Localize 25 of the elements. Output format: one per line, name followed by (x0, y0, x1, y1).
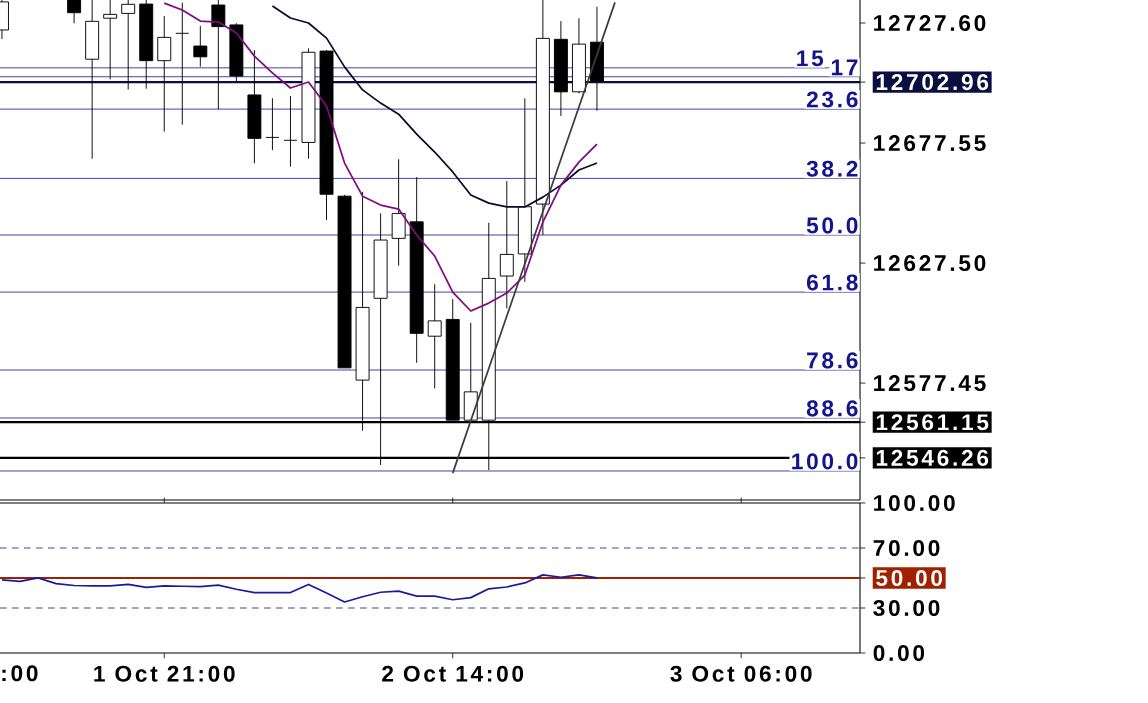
y-tick-label: 12627.50 (874, 255, 986, 272)
y-tick-label: 12546.26 (876, 449, 989, 466)
x-tick-label: 2 Oct 14:00 (382, 665, 524, 682)
annotation: 50.0 (806, 217, 858, 234)
annotation: 88.6 (806, 400, 858, 417)
annotation: 61.8 (806, 274, 858, 291)
y-tick-label: 0.00 (873, 644, 925, 662)
annotation: 78.6 (807, 352, 858, 369)
annotation: 15 (797, 50, 824, 67)
annotation: 100.0 (792, 453, 858, 470)
annotation: 38.2 (806, 160, 858, 177)
y-tick-label: 12677.55 (874, 135, 986, 152)
y-tick-label: 100.00 (874, 494, 955, 512)
y-tick-label: 70.00 (873, 539, 940, 557)
y-tick-label: 12702.96 (876, 74, 989, 91)
y-tick-label: 30.00 (873, 599, 940, 617)
x-tick-label: 1 Oct 21:00 (94, 665, 235, 682)
y-tick-label: 12561.15 (876, 414, 989, 431)
y-tick-label: 12577.45 (874, 375, 986, 392)
y-tick-label: 50.00 (876, 569, 943, 587)
annotation: 23.6 (806, 91, 858, 108)
x-tick-label: 3 Oct 06:00 (670, 665, 812, 682)
text: :00 (2, 665, 38, 682)
y-tick-label: 12727.60 (874, 14, 986, 32)
annotation: 17 (831, 59, 858, 76)
